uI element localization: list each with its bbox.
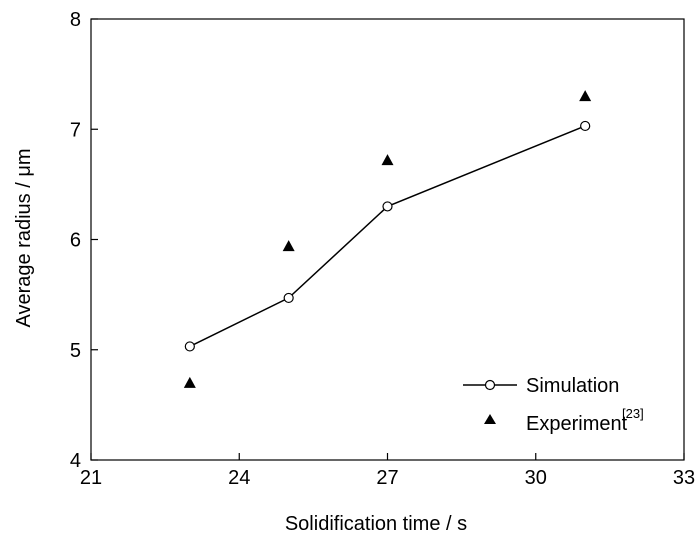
legend-experiment-label: Experiment [526,413,628,435]
experiment-point [579,90,592,102]
x-tick-label: 21 [80,467,102,489]
y-tick-label: 5 [70,340,81,362]
y-tick-label: 4 [70,450,81,472]
x-tick-label: 27 [376,467,398,489]
simulation-point [184,341,195,352]
legend: Simulation Experiment [23] [463,375,644,435]
simulation-point [580,120,591,132]
x-axis-ticks: 21 24 27 30 33 [80,453,695,489]
y-tick-label: 7 [70,119,81,141]
y-tick-label: 6 [70,230,81,252]
simulation-line [189,125,586,348]
legend-experiment-marker [484,414,496,424]
y-axis-ticks: 4 5 6 7 8 [70,9,98,472]
simulation-point [382,201,393,212]
x-tick-label: 24 [228,467,250,489]
y-tick-label: 8 [70,9,81,31]
x-axis-label: Solidification time / s [285,513,467,535]
x-tick-label: 33 [673,467,695,489]
legend-experiment-superscript: [23] [622,406,644,421]
y-axis-label: Average radius / μm [13,148,35,327]
legend-simulation-marker [484,379,496,391]
experiment-point [282,240,295,252]
series-layer [183,90,592,388]
legend-simulation-label: Simulation [526,375,619,397]
simulation-point [283,292,294,304]
experiment-point [381,154,394,166]
experiment-point [183,376,196,388]
x-tick-label: 30 [525,467,547,489]
